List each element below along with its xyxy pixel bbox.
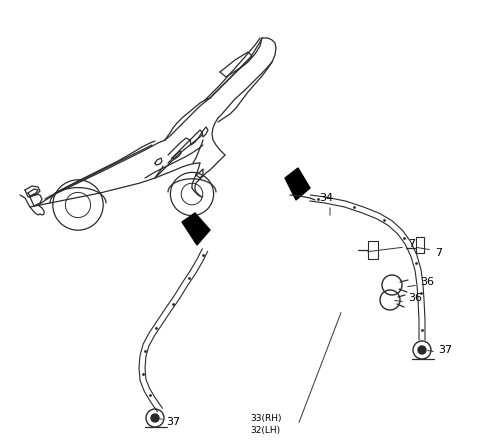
Circle shape xyxy=(151,414,159,422)
Text: 7: 7 xyxy=(408,239,415,249)
Text: 32(LH): 32(LH) xyxy=(250,425,280,435)
Text: 7: 7 xyxy=(435,248,442,258)
Text: 36: 36 xyxy=(420,277,434,287)
Bar xyxy=(416,237,424,253)
Polygon shape xyxy=(182,213,210,245)
Text: 37: 37 xyxy=(166,417,180,427)
Text: 37: 37 xyxy=(438,345,452,355)
Bar xyxy=(368,241,378,259)
Text: 36: 36 xyxy=(408,293,422,303)
Polygon shape xyxy=(285,168,310,200)
Circle shape xyxy=(418,346,426,354)
Text: 34: 34 xyxy=(319,193,333,203)
Text: 33(RH): 33(RH) xyxy=(250,413,281,423)
